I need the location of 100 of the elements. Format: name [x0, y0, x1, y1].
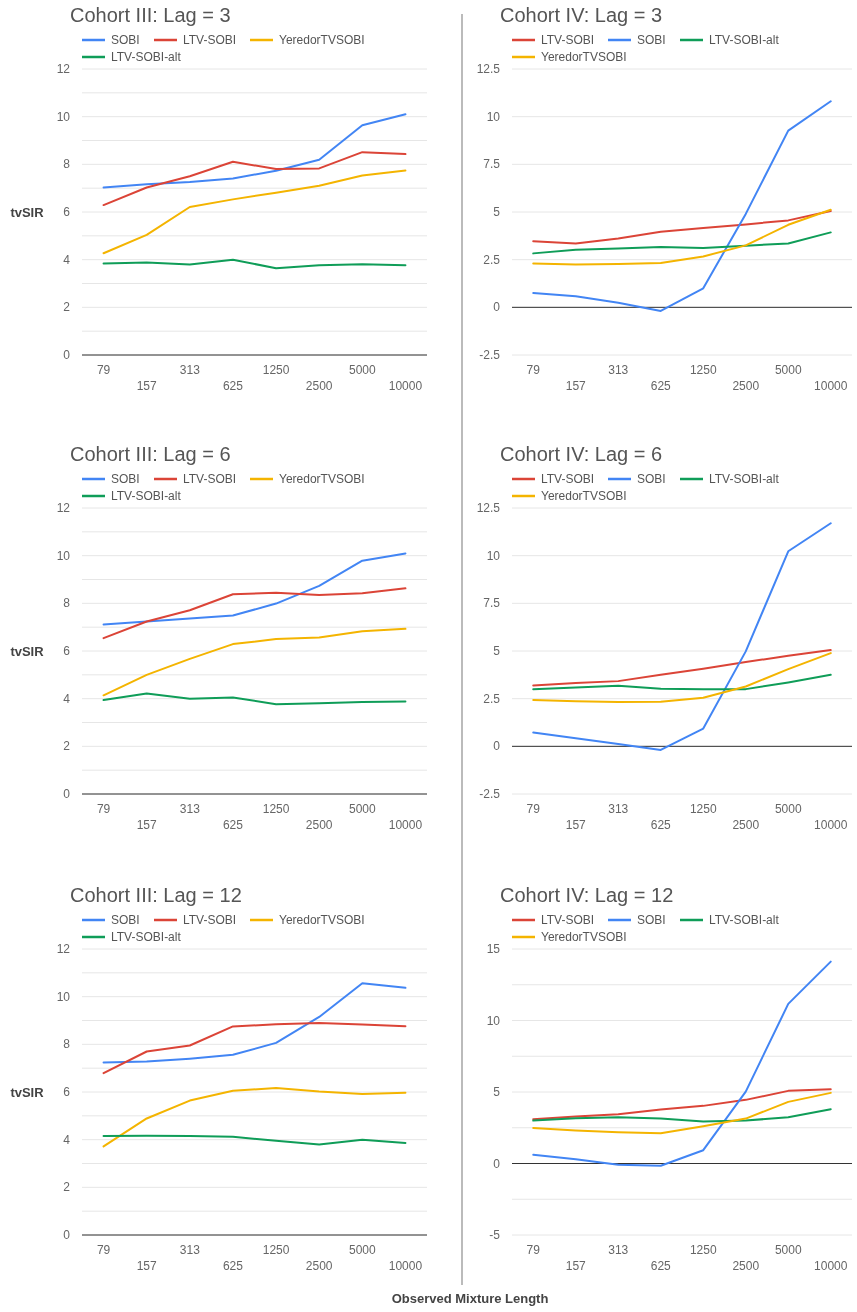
y-tick-label: 5: [493, 205, 501, 219]
x-tick-label: 157: [136, 379, 158, 393]
x-tick-label: 10000: [814, 1259, 848, 1273]
y-tick-label: 7.5: [483, 157, 501, 172]
chart-title: Cohort IV: Lag = 12: [500, 884, 674, 906]
x-tick-label: 79: [526, 1243, 541, 1257]
y-tick-label: 4: [63, 691, 71, 706]
line-series: [102, 1086, 407, 1148]
x-tick-label: 79: [96, 363, 111, 377]
x-tick-label: 313: [179, 1243, 201, 1257]
y-tick-label: 2: [63, 739, 71, 754]
line-series: [102, 258, 407, 270]
y-tick-label: -5: [489, 1228, 501, 1242]
chart-title: Cohort III: Lag = 6: [70, 443, 231, 465]
legend-label: SOBI: [111, 472, 140, 486]
line-series: [532, 208, 832, 266]
x-tick-label: 625: [650, 1259, 672, 1273]
line-series: [102, 552, 407, 626]
legend-label: SOBI: [637, 472, 666, 486]
y-tick-label: 4: [63, 252, 71, 267]
line-series: [532, 1091, 832, 1135]
x-tick-label: 10000: [388, 379, 423, 393]
legend-label: YeredorTVSOBI: [279, 472, 365, 486]
y-tick-label: 12: [56, 501, 71, 515]
line-series: [102, 1134, 407, 1146]
legend-label: LTV-SOBI-alt: [111, 50, 182, 64]
line-series: [102, 169, 407, 255]
x-tick-label: 313: [608, 1243, 629, 1257]
y-tick-label: 2.5: [483, 691, 501, 706]
x-tick-label: 10000: [388, 818, 423, 832]
line-series: [532, 522, 832, 751]
legend-label: LTV-SOBI-alt: [709, 913, 780, 927]
y-tick-label: 5: [493, 644, 501, 658]
x-tick-label: 2500: [305, 379, 333, 393]
line-series: [102, 113, 407, 189]
x-tick-label: 2500: [732, 1259, 760, 1273]
line-series: [532, 960, 832, 1167]
chart-title: Cohort III: Lag = 12: [70, 884, 242, 906]
y-tick-label: 2: [63, 1180, 71, 1195]
chart-title: Cohort IV: Lag = 3: [500, 4, 663, 26]
y-tick-label: 10: [56, 109, 71, 124]
chart-title: Cohort III: Lag = 3: [70, 4, 231, 26]
x-tick-label: 5000: [348, 363, 376, 377]
y-tick-label: 0: [493, 739, 501, 754]
x-tick-label: 10000: [814, 818, 848, 832]
line-series: [532, 210, 832, 245]
x-tick-label: 1250: [262, 363, 290, 377]
x-tick-label: 5000: [774, 802, 802, 816]
x-tick-label: 625: [222, 379, 244, 393]
x-tick-label: 157: [565, 379, 587, 393]
line-series: [102, 692, 407, 706]
x-tick-label: 157: [136, 818, 158, 832]
y-tick-label: 0: [63, 1228, 71, 1242]
x-tick-label: 625: [650, 379, 672, 393]
y-tick-label: -2.5: [479, 348, 501, 362]
legend-label: YeredorTVSOBI: [541, 930, 627, 944]
legend-label: LTV-SOBI-alt: [709, 472, 780, 486]
x-tick-label: 10000: [814, 379, 848, 393]
line-series: [102, 1021, 407, 1075]
x-tick-label: 2500: [732, 818, 760, 832]
line-series: [532, 1088, 832, 1121]
x-tick-label: 313: [608, 802, 629, 816]
x-tick-label: 313: [608, 363, 629, 377]
x-tick-label: 10000: [388, 1259, 423, 1273]
x-tick-label: 313: [179, 363, 201, 377]
y-tick-label: 15: [486, 942, 501, 956]
x-tick-label: 625: [222, 1259, 244, 1273]
y-tick-label: 8: [63, 596, 71, 611]
x-tick-label: 1250: [689, 802, 717, 816]
legend-label: LTV-SOBI: [541, 33, 595, 47]
legend-label: YeredorTVSOBI: [541, 50, 627, 64]
line-series: [532, 1108, 832, 1123]
y-tick-label: 0: [493, 1156, 501, 1171]
y-tick-label: 12: [56, 942, 71, 956]
y-tick-label: 10: [486, 1013, 501, 1028]
line-series: [532, 649, 832, 687]
legend-label: YeredorTVSOBI: [541, 489, 627, 503]
x-tick-label: 313: [179, 802, 201, 816]
y-tick-label: -2.5: [479, 787, 501, 801]
y-tick-label: 12.5: [476, 501, 501, 515]
legend-label: LTV-SOBI: [183, 33, 237, 47]
legend-label: LTV-SOBI: [183, 913, 237, 927]
x-tick-label: 1250: [689, 363, 717, 377]
x-tick-label: 79: [96, 1243, 111, 1257]
legend-label: LTV-SOBI: [541, 913, 595, 927]
legend-label: SOBI: [111, 913, 140, 927]
legend-label: LTV-SOBI: [183, 472, 237, 486]
y-tick-label: 6: [63, 1085, 71, 1099]
x-tick-label: 79: [526, 802, 541, 816]
y-tick-label: 10: [56, 989, 71, 1004]
x-tick-label: 2500: [305, 1259, 333, 1273]
y-tick-label: 6: [63, 644, 71, 658]
y-axis-title: tvSIR: [10, 644, 45, 659]
x-tick-label: 2500: [732, 379, 760, 393]
x-tick-label: 625: [222, 818, 244, 832]
x-tick-label: 2500: [305, 818, 333, 832]
y-tick-label: 5: [493, 1085, 501, 1099]
y-tick-label: 0: [63, 787, 71, 801]
x-tick-label: 5000: [774, 363, 802, 377]
y-tick-label: 12: [56, 62, 71, 76]
